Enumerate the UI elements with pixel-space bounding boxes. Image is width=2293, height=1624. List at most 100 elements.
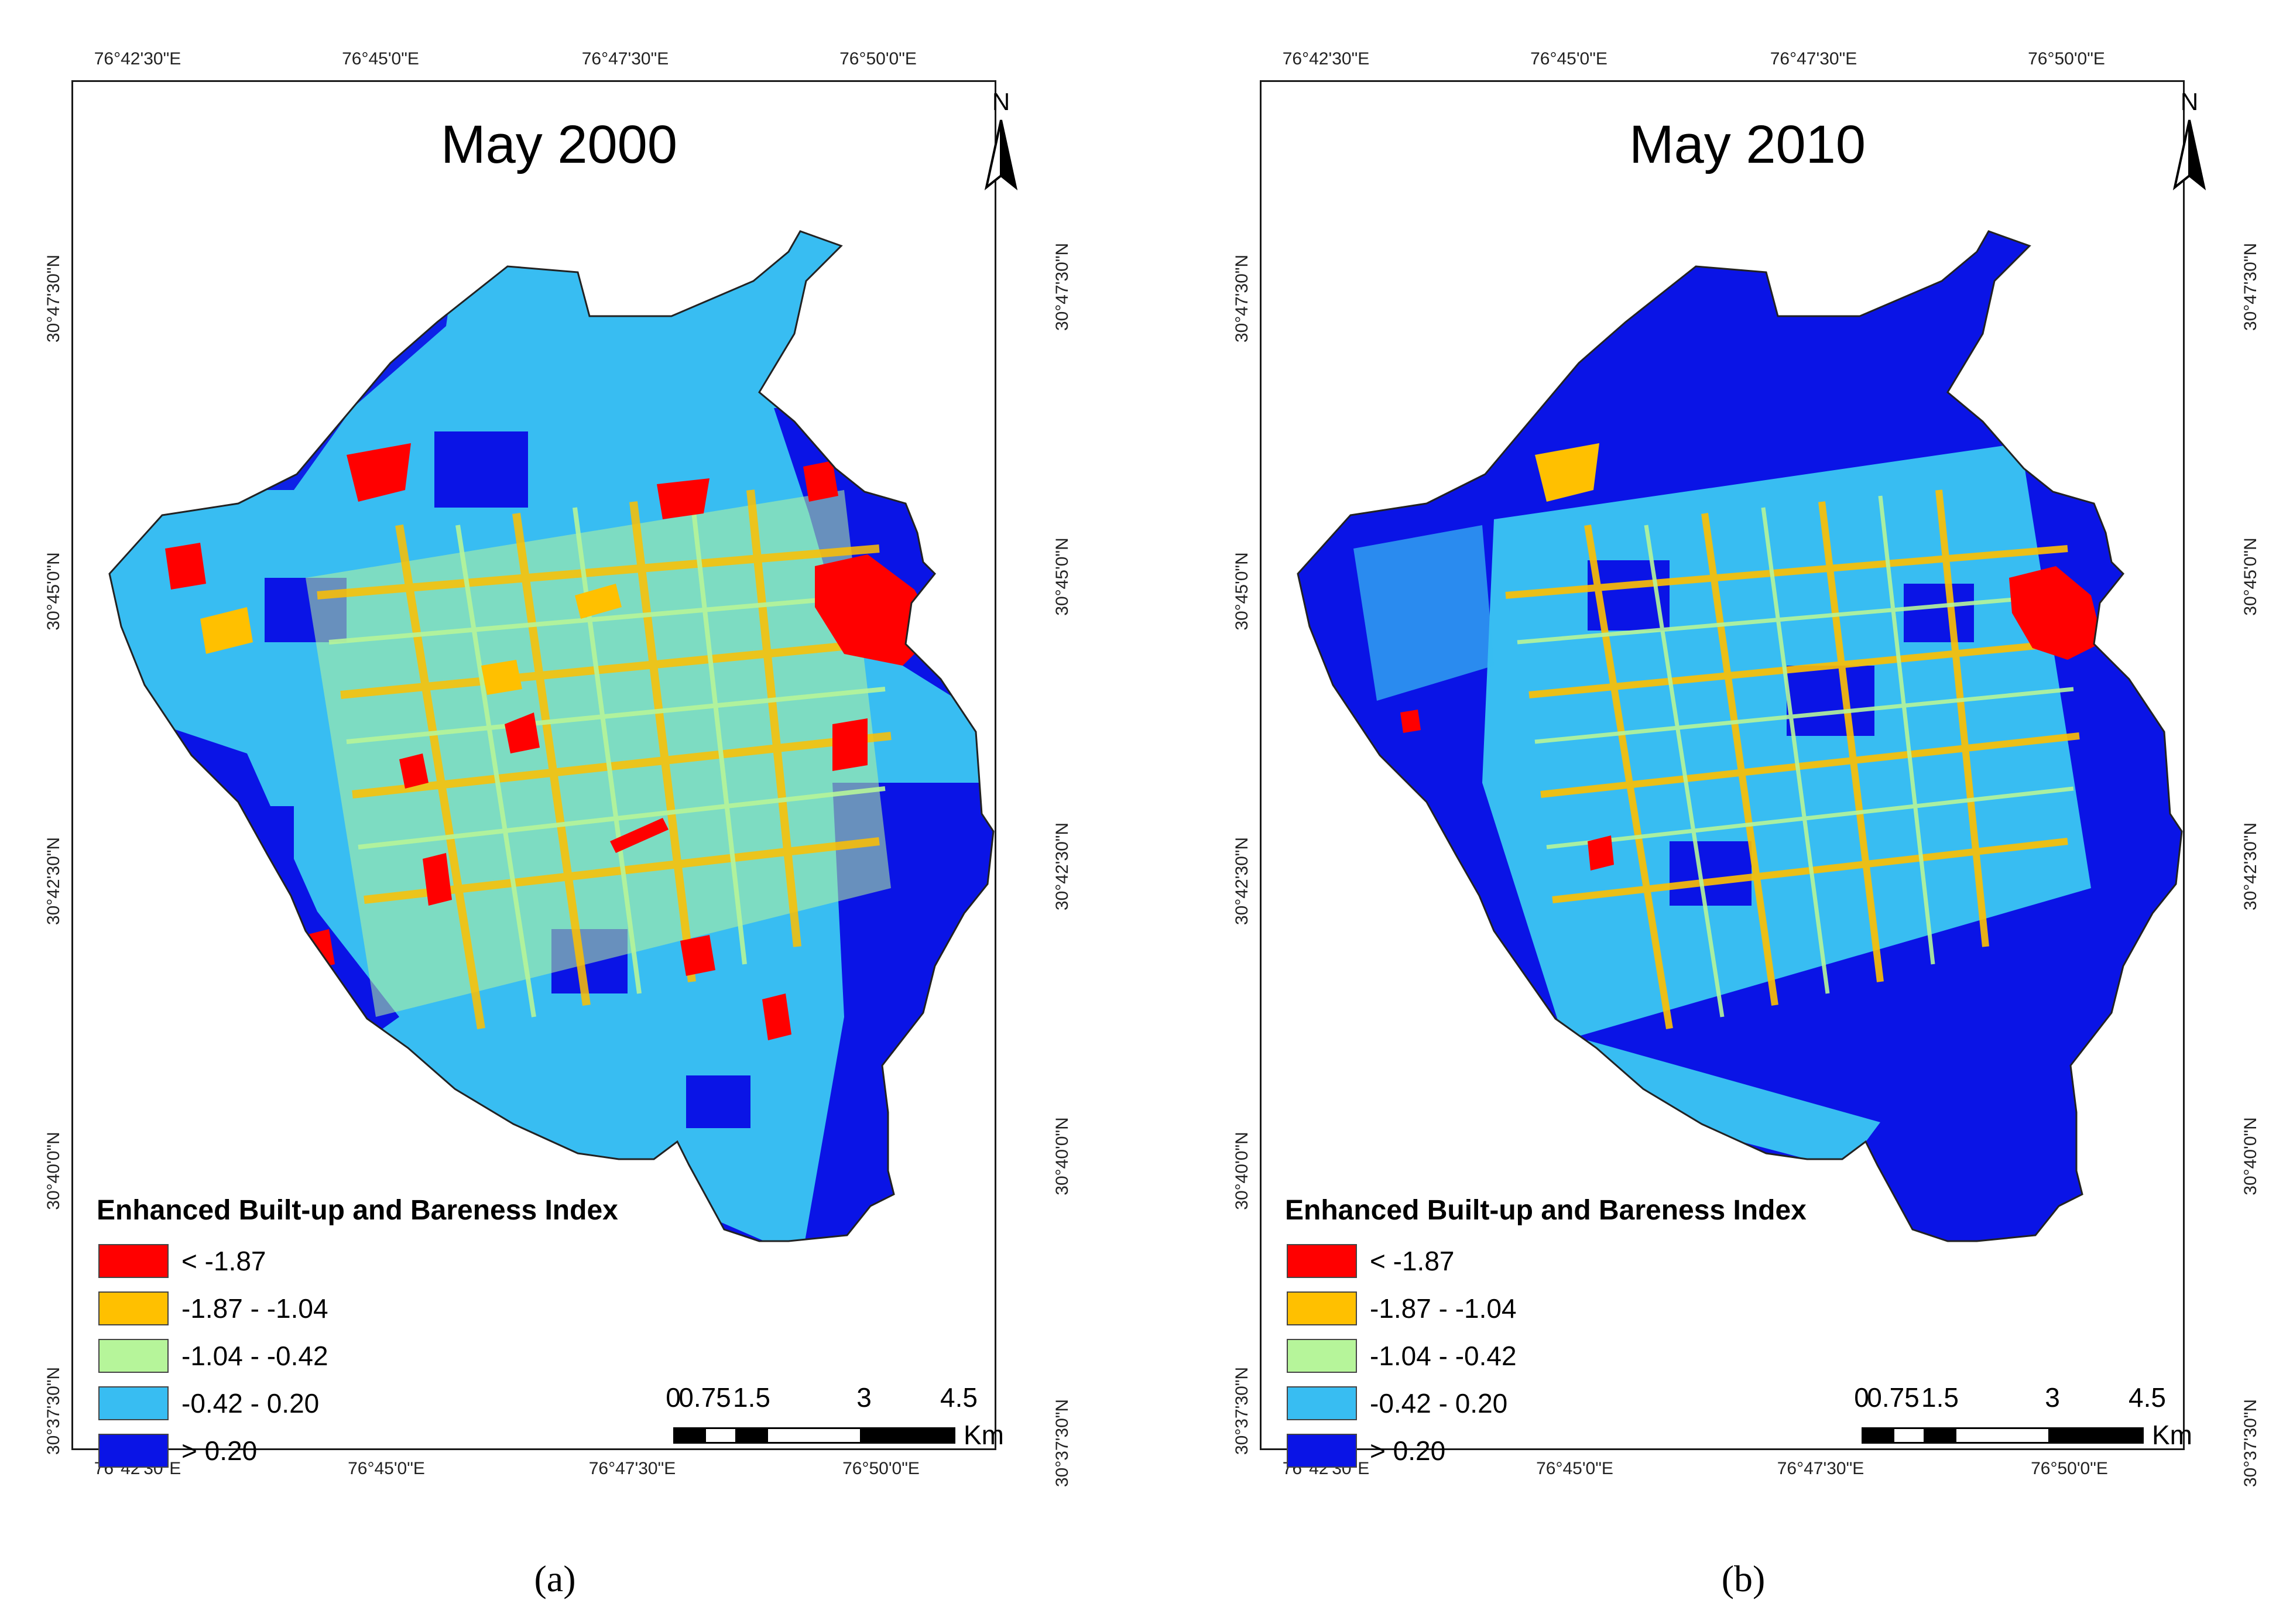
legend-swatch [98, 1386, 169, 1420]
map-panel-a: 76°42'30"E 76°45'0"E 76°47'30"E 76°50'0"… [0, 0, 1146, 1624]
lat-label-right: 30°37'30"N [1053, 1399, 1072, 1488]
lon-label-top: 76°47'30"E [1770, 49, 1857, 68]
legend-label: -1.87 - -1.04 [1370, 1293, 1517, 1324]
lon-label-top: 76°42'30"E [1282, 49, 1370, 68]
north-arrow: N [975, 88, 1027, 199]
lat-label-left: 30°45'0"N [1232, 552, 1252, 631]
scale-tick-label: 1.5 [1921, 1382, 1959, 1413]
legend-item: -1.87 - -1.04 [1287, 1290, 1517, 1327]
ebbi-map-2000 [108, 230, 995, 1242]
scale-tick-label: 0 [666, 1382, 681, 1413]
map-panel-b: 76°42'30"E 76°45'0"E 76°47'30"E 76°50'0"… [1188, 0, 2293, 1624]
lon-label-bottom: 76°50'0"E [2031, 1459, 2108, 1478]
legend-label: -0.42 - 0.20 [181, 1388, 320, 1419]
scale-segment [735, 1427, 768, 1444]
lon-label-top: 76°42'30"E [94, 49, 181, 68]
lat-label-left: 30°47'30"N [1232, 254, 1252, 343]
scale-segment [704, 1427, 737, 1444]
lat-label-left: 30°45'0"N [44, 552, 63, 631]
legend-label: > 0.20 [181, 1435, 258, 1466]
north-label: N [2180, 88, 2199, 115]
legend-label: -1.04 - -0.42 [181, 1341, 328, 1371]
legend-label: > 0.20 [1370, 1435, 1446, 1466]
lat-label-right: 30°47'30"N [1053, 242, 1072, 331]
scale-unit: Km [2152, 1420, 2192, 1450]
lon-label-bottom: 76°50'0"E [842, 1459, 920, 1478]
scale-segment [860, 1427, 955, 1444]
scale-tick-label: 0.75 [678, 1382, 731, 1413]
legend-item: -1.04 - -0.42 [1287, 1337, 1517, 1375]
scale-tick-label: 0 [1854, 1382, 1869, 1413]
lat-label-left: 30°42'30"N [1232, 837, 1252, 926]
scale-tick-label: 4.5 [2129, 1382, 2166, 1413]
legend-label: -1.87 - -1.04 [181, 1293, 328, 1324]
lat-label-left: 30°40'0"N [44, 1132, 63, 1210]
legend-item: < -1.87 [98, 1242, 266, 1280]
map-title: May 2010 [1629, 115, 1866, 174]
lon-label-top: 76°50'0"E [2028, 49, 2105, 68]
lat-label-right: 30°42'30"N [1053, 822, 1072, 911]
lat-label-right: 30°45'0"N [1053, 537, 1072, 616]
scale-bar: 0 0.75 1.5 3 4.5 Km [1854, 1382, 2213, 1452]
lat-label-right: 30°40'0"N [2241, 1117, 2260, 1195]
scale-tick-label: 1.5 [733, 1382, 770, 1413]
legend-label: -1.04 - -0.42 [1370, 1341, 1517, 1371]
legend-swatch [98, 1339, 169, 1373]
lat-label-right: 30°47'30"N [2241, 242, 2260, 331]
scale-tick-label: 4.5 [940, 1382, 978, 1413]
scale-segment [1893, 1427, 1925, 1444]
legend-swatch [98, 1291, 169, 1325]
legend-swatch [1287, 1291, 1357, 1325]
legend-item: > 0.20 [98, 1432, 257, 1469]
lon-label-top: 76°45'0"E [1530, 49, 1608, 68]
scale-segment [766, 1427, 862, 1444]
lon-label-bottom: 76°47'30"E [588, 1459, 676, 1478]
legend-item: -1.04 - -0.42 [98, 1337, 328, 1375]
legend-item: -1.87 - -1.04 [98, 1290, 328, 1327]
lon-label-top: 76°50'0"E [839, 49, 917, 68]
scale-tick-label: 0.75 [1867, 1382, 1920, 1413]
panel-caption: (a) [534, 1558, 576, 1599]
scale-tick-label: 3 [2045, 1382, 2060, 1413]
legend-swatch [98, 1434, 169, 1468]
lat-label-right: 30°45'0"N [2241, 537, 2260, 616]
map-title: May 2000 [440, 115, 678, 174]
lon-label-top: 76°45'0"E [342, 49, 419, 68]
legend-title: Enhanced Built-up and Bareness Index [97, 1195, 618, 1226]
north-label: N [992, 88, 1010, 115]
lat-label-right: 30°42'30"N [2241, 822, 2260, 911]
legend-swatch [1287, 1434, 1357, 1468]
lat-label-left: 30°40'0"N [1232, 1132, 1252, 1210]
lat-label-left: 30°42'30"N [44, 837, 63, 926]
legend-item: -0.42 - 0.20 [98, 1385, 319, 1422]
lat-label-left: 30°37'30"N [1232, 1366, 1252, 1455]
lon-label-bottom: 76°45'0"E [348, 1459, 425, 1478]
scale-tick-label: 3 [856, 1382, 872, 1413]
legend-label: -0.42 - 0.20 [1370, 1388, 1508, 1419]
scale-segment [1955, 1427, 2050, 1444]
lat-label-right: 30°37'30"N [2241, 1399, 2260, 1488]
north-arrow-icon [984, 119, 1018, 191]
legend-swatch [1287, 1386, 1357, 1420]
lon-label-top: 76°47'30"E [581, 49, 669, 68]
scale-segment [1924, 1427, 1956, 1444]
legend-label: < -1.87 [1370, 1246, 1455, 1276]
lat-label-left: 30°37'30"N [44, 1366, 63, 1455]
lat-label-right: 30°40'0"N [1053, 1117, 1072, 1195]
scale-bar: 0 0.75 1.5 3 4.5 Km [666, 1382, 1024, 1452]
north-arrow-icon [2172, 119, 2206, 191]
legend-item: < -1.87 [1287, 1242, 1455, 1280]
ebbi-map-2010 [1297, 230, 2183, 1242]
legend-swatch [1287, 1244, 1357, 1278]
legend-item: > 0.20 [1287, 1432, 1445, 1469]
legend-label: < -1.87 [181, 1246, 266, 1276]
lat-label-left: 30°47'30"N [44, 254, 63, 343]
scale-segment [2048, 1427, 2144, 1444]
scale-segment [1862, 1427, 1894, 1444]
legend-swatch [1287, 1339, 1357, 1373]
legend-title: Enhanced Built-up and Bareness Index [1285, 1195, 1807, 1226]
panel-caption: (b) [1721, 1558, 1766, 1599]
legend-item: -0.42 - 0.20 [1287, 1385, 1507, 1422]
north-arrow: N [2163, 88, 2216, 199]
scale-segment [673, 1427, 706, 1444]
